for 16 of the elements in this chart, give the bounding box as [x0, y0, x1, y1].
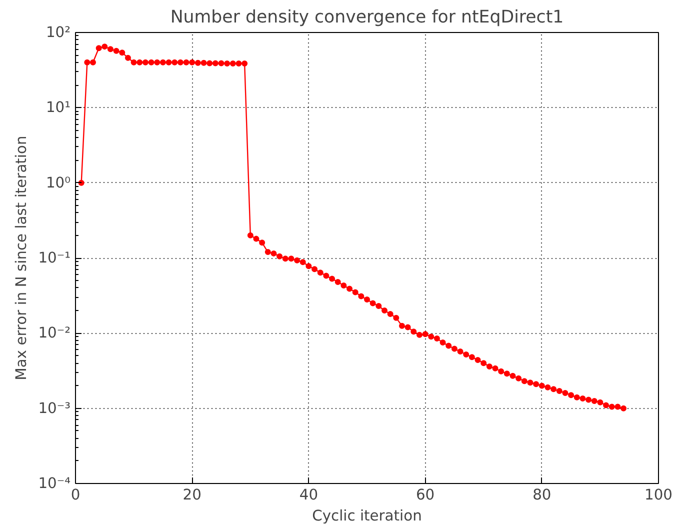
x-tick-label: 60	[416, 486, 435, 504]
x-axis-title: Cyclic iteration	[312, 508, 422, 524]
y-tick-label: 10²	[46, 24, 71, 41]
x-tick-label: 40	[299, 486, 318, 504]
x-tick-label: 0	[70, 486, 80, 504]
y-tick-label: 10⁻⁴	[38, 475, 71, 492]
x-tick-label: 80	[532, 486, 552, 504]
y-tick-label: 10⁻¹	[38, 250, 71, 266]
chart-title: Number density convergence for ntEqDirect1	[170, 8, 564, 28]
y-tick-label: 10¹	[46, 99, 71, 116]
y-tick-label: 10⁰	[46, 174, 71, 192]
x-tick-label: 20	[182, 486, 202, 504]
x-tick-label: 100	[644, 486, 672, 504]
y-tick-label: 10⁻²	[38, 324, 71, 342]
y-axis-title: Max error in N since last iteration	[13, 136, 30, 380]
y-tick-label: 10⁻³	[38, 400, 71, 417]
